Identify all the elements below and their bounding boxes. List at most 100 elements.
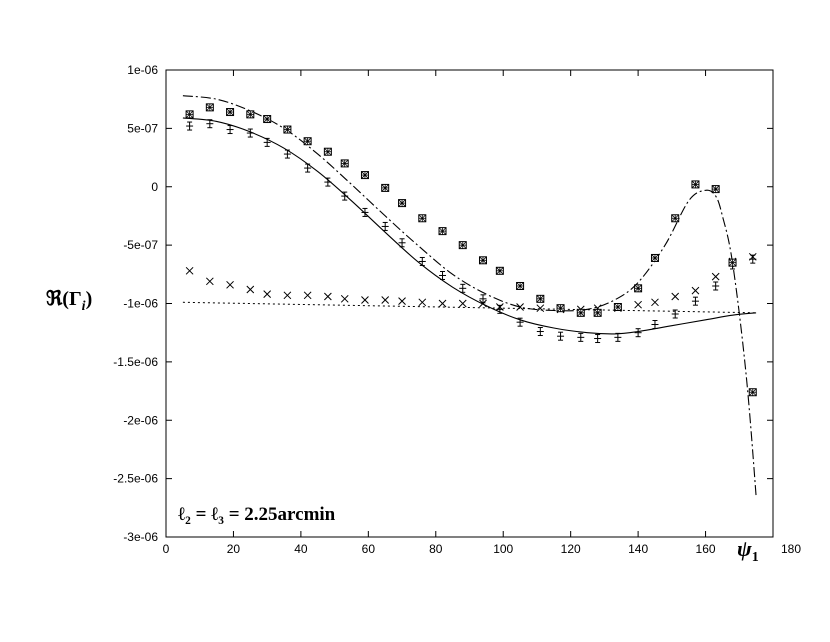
data-point-plus <box>324 177 332 187</box>
data-point-plus <box>304 163 312 173</box>
x-tick-label: 160 <box>696 542 716 556</box>
data-point-cross <box>398 297 406 306</box>
data-point-boxed <box>748 388 757 397</box>
data-point-boxed <box>671 214 680 223</box>
data-point-plus <box>594 334 602 344</box>
data-point-boxed <box>613 303 622 312</box>
x-tick-label: 40 <box>294 542 308 556</box>
data-point-boxed <box>634 284 643 293</box>
y-axis-label-sub: i <box>82 299 86 314</box>
annotation-label: ℓ₂ = ℓ₃ = 2.25arcmin <box>178 504 336 525</box>
data-point-cross <box>361 296 369 304</box>
data-point-boxed <box>728 258 737 267</box>
y-axis-label: ℜ(Γi) <box>46 288 92 314</box>
data-point-boxed <box>340 159 349 168</box>
y-tick-label: -1e-06 <box>123 297 158 311</box>
data-point-cross <box>651 298 659 307</box>
data-point-cross <box>634 300 642 309</box>
data-point-boxed <box>246 110 255 119</box>
data-point-plus <box>651 320 659 330</box>
y-axis-label-tail: ) <box>86 288 93 310</box>
data-point-boxed <box>303 137 312 146</box>
data-point-cross <box>671 292 680 301</box>
y-axis-label-main: ℜ(Γ <box>46 288 82 310</box>
data-point-cross <box>381 296 390 304</box>
data-point-cross <box>324 292 332 301</box>
y-tick-label: 0 <box>151 180 158 194</box>
data-point-cross <box>495 303 504 311</box>
data-point-plus <box>459 283 467 293</box>
data-point-boxed <box>576 308 585 317</box>
data-point-cross <box>418 298 427 307</box>
data-point-boxed <box>226 108 235 117</box>
y-tick-label: -1.5e-06 <box>113 355 158 369</box>
data-point-cross <box>185 266 194 275</box>
x-tick-label: 140 <box>628 542 648 556</box>
data-point-plus <box>341 191 349 201</box>
data-point-plus <box>634 328 642 338</box>
data-point-boxed <box>650 253 659 262</box>
data-point-plus <box>614 332 622 342</box>
data-point-plus <box>283 149 291 159</box>
y-tick-label: 5e-07 <box>127 121 158 135</box>
data-point-cross <box>458 299 467 308</box>
data-point-cross <box>263 290 272 299</box>
data-point-plus <box>381 221 389 231</box>
data-point-plus <box>557 331 565 341</box>
y-tick-label: -3e-06 <box>123 530 158 544</box>
data-point-boxed <box>283 125 292 134</box>
data-point-cross <box>246 285 255 294</box>
data-point-plus <box>246 128 254 138</box>
data-point-boxed <box>360 171 369 180</box>
data-point-plus <box>536 327 544 337</box>
data-point-cross <box>205 277 214 286</box>
data-point-plus <box>577 332 585 342</box>
data-point-cross <box>691 286 700 295</box>
axis-ticks: 0 20 40 60 80 100 120 140 160 180 1e-06 5e-07 0 -5e-0… <box>113 63 801 556</box>
data-point-boxed <box>263 115 272 124</box>
data-point-cross <box>748 252 757 261</box>
y-tick-label: -2e-06 <box>123 413 158 427</box>
data-point-boxed <box>478 256 487 265</box>
data-point-plus <box>361 207 369 217</box>
data-point-cross <box>303 291 312 300</box>
data-point-plus <box>206 119 214 129</box>
data-point-boxed <box>205 103 214 112</box>
y-tick-label: -5e-07 <box>123 238 158 252</box>
data-point-cross <box>711 272 720 281</box>
data-point-boxed <box>516 281 525 290</box>
x-tick-label: 120 <box>561 542 581 556</box>
plot-frame <box>165 69 774 538</box>
data-point-boxed <box>593 308 602 317</box>
y-tick-label: 1e-06 <box>127 63 158 77</box>
data-point-boxed <box>381 183 390 192</box>
data-point-plus <box>439 270 447 280</box>
data-point-boxed <box>185 110 194 119</box>
series-line <box>182 301 757 314</box>
data-point-plus <box>671 309 679 319</box>
data-point-cross <box>438 299 447 308</box>
data-point-cross <box>536 304 545 313</box>
data-point-plus <box>226 125 234 135</box>
data-point-plus <box>398 238 406 248</box>
x-tick-label: 0 <box>163 542 170 556</box>
data-point-boxed <box>556 304 565 313</box>
data-point-plus <box>516 317 524 327</box>
x-tick-label: 180 <box>781 542 801 556</box>
data-point-boxed <box>398 199 407 208</box>
data-point-boxed <box>691 180 700 189</box>
data-point-boxed <box>711 185 720 194</box>
data-point-boxed <box>323 147 332 156</box>
x-tick-label: 100 <box>493 542 513 556</box>
data-point-boxed <box>536 294 545 303</box>
data-point-plus <box>418 256 426 266</box>
x-tick-label: 20 <box>227 542 241 556</box>
x-axis-label-main: ψ <box>737 536 752 561</box>
data-point-boxed <box>418 214 427 223</box>
data-point-plus <box>263 137 271 147</box>
x-axis-label: ψ1 <box>737 536 759 565</box>
data-point-plus <box>691 296 699 306</box>
data-point-cross <box>516 303 524 311</box>
data-point-cross <box>226 280 234 289</box>
